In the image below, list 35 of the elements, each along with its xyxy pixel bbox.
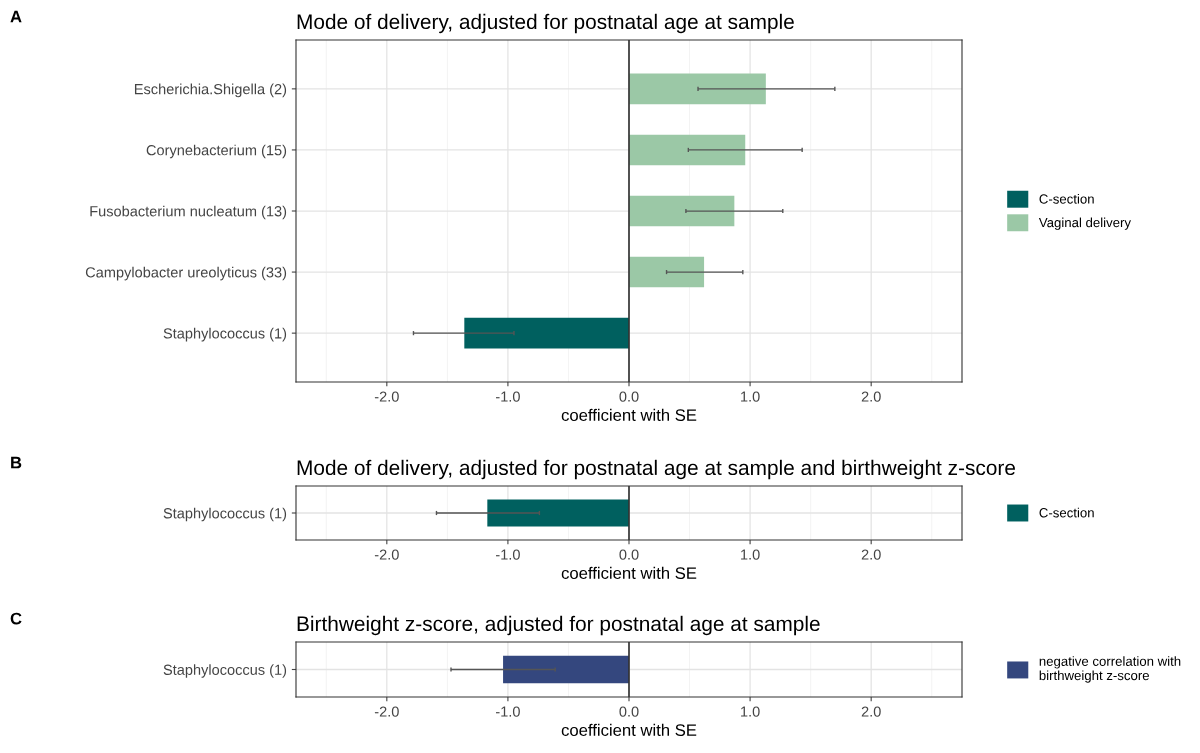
x-tick-label: 0.0 — [619, 549, 639, 560]
x-tick-label: 2.0 — [861, 706, 881, 717]
x-axis-title: coefficient with SE — [561, 566, 697, 580]
x-tick-label: 0.0 — [619, 391, 639, 402]
legend-label: Vaginal delivery — [1038, 217, 1131, 230]
chart-title: Mode of delivery, adjusted for postnatal age at sample and birthweight z-score — [297, 459, 1015, 480]
y-tick-label: Corynebacterium (15) — [146, 144, 287, 159]
x-axis-title: coefficient with SE — [561, 723, 697, 737]
legend-label: C-section — [1039, 507, 1094, 518]
x-tick-label: 1.0 — [741, 549, 760, 560]
x-tick-label: -2.0 — [374, 706, 399, 717]
x-tick-label: 1.0 — [741, 706, 760, 717]
chart-title: Mode of delivery, adjusted for postnatal age at sample — [297, 13, 794, 34]
y-tick-label: Fusobacterium nucleatum (13) — [90, 205, 287, 220]
x-axis-title: coefficient with SE — [561, 408, 697, 422]
text: B — [11, 456, 22, 469]
y-tick-label: Staphylococcus (1) — [163, 507, 287, 522]
chart-title: Birthweight z-score, adjusted for postnatal age at sample — [297, 615, 820, 636]
x-tick-label: -2.0 — [374, 391, 399, 402]
x-tick-label: 0.0 — [619, 706, 639, 717]
x-tick-label: 2.0 — [861, 549, 881, 560]
x-tick-label: -1.0 — [495, 391, 520, 402]
y-tick-label: Campylobacter ureolyticus (33) — [85, 266, 287, 281]
text: A — [10, 10, 22, 23]
y-tick-label: Staphylococcus (1) — [163, 664, 287, 678]
legend-label: C-section — [1039, 193, 1094, 204]
y-tick-label: Escherichia.Shigella (2) — [134, 83, 287, 98]
x-tick-label: -1.0 — [495, 549, 520, 560]
x-tick-label: 2.0 — [861, 391, 881, 402]
text: C — [10, 612, 22, 625]
x-tick-label: -2.0 — [374, 549, 399, 560]
legend-label: negative correlation with birthweight z-score — [1039, 656, 1181, 683]
x-tick-label: 1.0 — [741, 391, 760, 402]
x-tick-label: -1.0 — [495, 706, 520, 717]
y-tick-label: Staphylococcus (1) — [163, 327, 287, 342]
